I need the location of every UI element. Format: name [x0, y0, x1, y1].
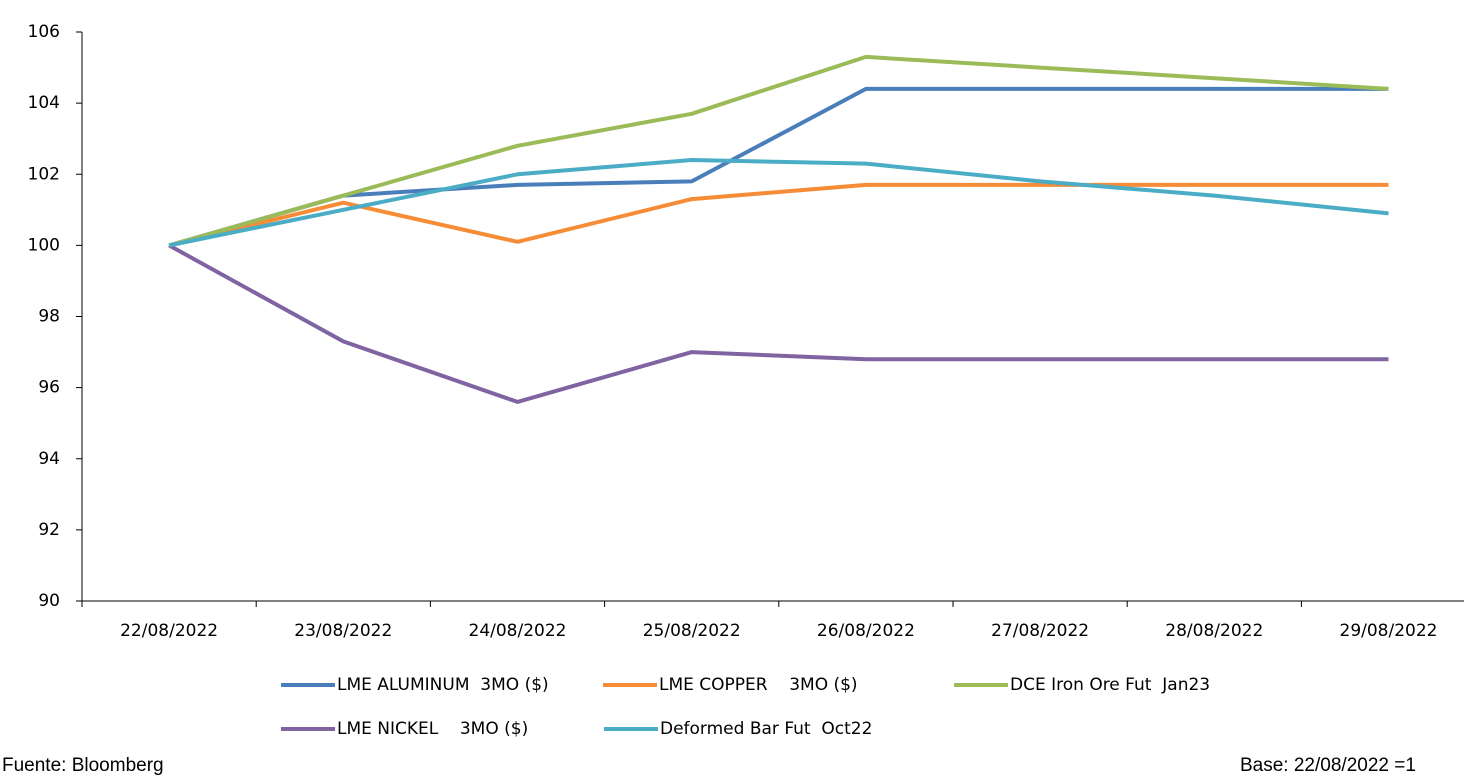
legend-label: LME NICKEL 3MO ($) [337, 719, 528, 739]
x-tick-label: 24/08/2022 [469, 621, 567, 641]
series-line [168, 158, 1389, 248]
y-tick-label: 90 [38, 591, 60, 611]
x-tick-label: 23/08/2022 [294, 621, 392, 641]
x-tick-label: 29/08/2022 [1340, 621, 1438, 641]
y-tick-label: 96 [38, 378, 60, 398]
y-tick-label: 102 [28, 164, 60, 184]
x-tick-label: 22/08/2022 [120, 621, 218, 641]
source-note: Fuente: Bloomberg [2, 755, 164, 776]
y-tick-label: 98 [38, 307, 60, 327]
y-tick-label: 106 [28, 22, 60, 42]
series-line [168, 243, 1389, 404]
legend-label: Deformed Bar Fut Oct22 [660, 719, 872, 739]
x-tick-label: 25/08/2022 [643, 621, 741, 641]
x-tick-label: 28/08/2022 [1165, 621, 1263, 641]
series-line [168, 54, 1389, 248]
legend-label: LME COPPER 3MO ($) [659, 675, 858, 695]
x-tick-label: 26/08/2022 [817, 621, 915, 641]
legend-label: DCE Iron Ore Fut Jan23 [1010, 675, 1210, 695]
base-note: Base: 22/08/2022 =1 [1240, 755, 1416, 776]
legend-label: LME ALUMINUM 3MO ($) [337, 675, 549, 695]
y-tick-label: 104 [28, 93, 60, 113]
series-line [168, 182, 1389, 248]
y-tick-label: 92 [38, 520, 60, 540]
y-tick-label: 100 [28, 235, 60, 255]
series-line [168, 86, 1389, 248]
y-tick-label: 94 [38, 449, 60, 469]
x-tick-label: 27/08/2022 [991, 621, 1089, 641]
